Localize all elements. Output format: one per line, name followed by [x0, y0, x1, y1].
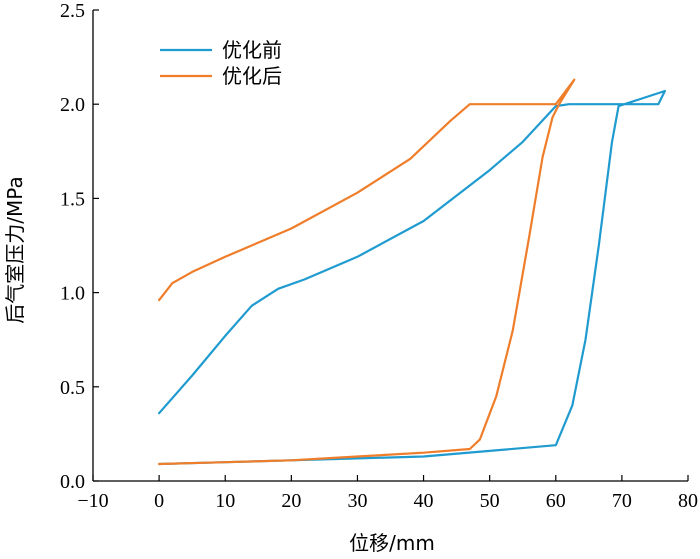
x-tick-label: 30 — [347, 490, 367, 512]
x-axis-title: 位移/mm — [349, 531, 435, 555]
series-layer — [158, 78, 666, 466]
series-line-1 — [158, 78, 576, 466]
axes-frame — [92, 10, 688, 482]
y-tick-label: 0.0 — [60, 471, 85, 493]
x-tick-label: 80 — [678, 490, 698, 512]
legend-label-1: 优化后 — [222, 64, 282, 88]
x-tick-label: 10 — [215, 490, 235, 512]
y-tick-label: 0.5 — [60, 377, 85, 399]
y-axis-ticks: 0.0 0.5 1.0 1.5 2.0 2.5 — [60, 0, 99, 493]
x-tick-label: 50 — [480, 490, 500, 512]
x-tick-label: 60 — [546, 490, 566, 512]
x-tick-label: 0 — [154, 490, 164, 512]
series-line-0 — [158, 89, 666, 466]
y-axis-title: 后气室压力/MPa — [3, 176, 27, 323]
y-tick-label: 2.0 — [60, 94, 85, 116]
y-tick-label: 1.5 — [60, 188, 85, 210]
y-tick-label: 2.5 — [60, 0, 85, 22]
x-tick-label: 20 — [281, 490, 301, 512]
y-tick-label: 1.0 — [60, 283, 85, 305]
x-tick-label: 40 — [414, 490, 434, 512]
x-tick-label: −10 — [77, 490, 108, 512]
x-axis-ticks: −10 0 10 20 30 40 50 60 70 80 — [77, 475, 698, 512]
legend-label-0: 优化前 — [222, 38, 282, 62]
x-tick-label: 70 — [612, 490, 632, 512]
